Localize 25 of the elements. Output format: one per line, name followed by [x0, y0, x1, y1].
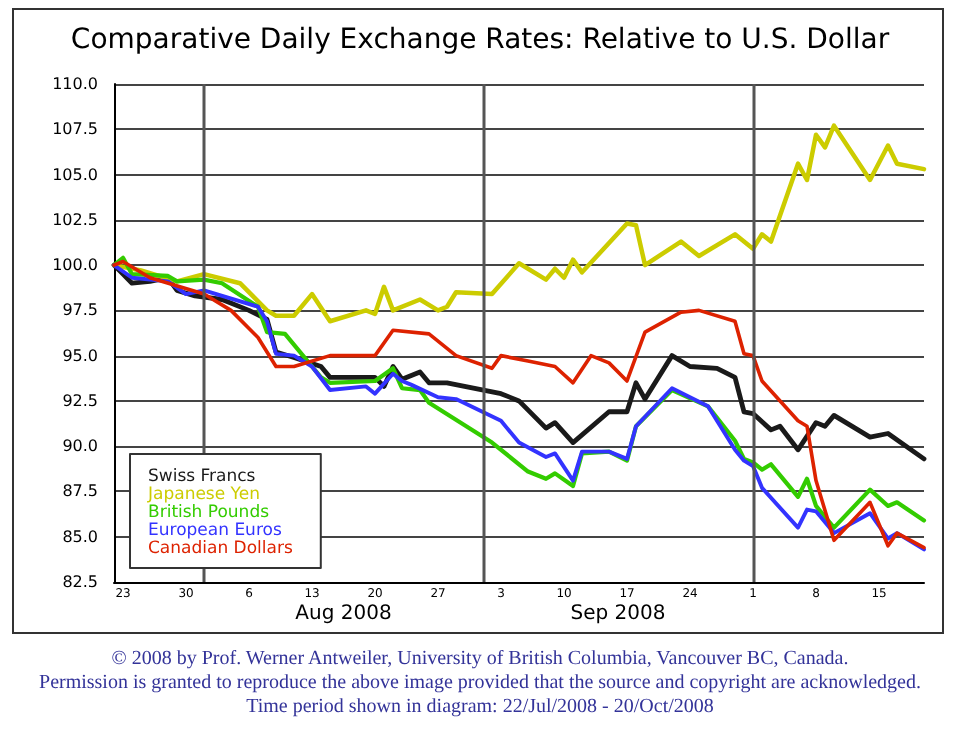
text: Aug 2008 [295, 603, 392, 625]
y-tick-label: 110.0 [52, 75, 98, 93]
y-tick-label: 82.5 [62, 573, 98, 591]
text: Swiss Francs [148, 467, 257, 487]
text: European Euros [148, 521, 283, 541]
y-tick-label: 95.0 [62, 346, 98, 365]
y-tick-label: 87.5 [62, 482, 98, 501]
y-tick-label: 102.5 [52, 210, 98, 229]
text: Permission is granted to reproduce the above image provided that the source and copyright are acknowledged. [37, 672, 923, 696]
text: Time period shown in diagram: 22/Jul/2008 - 20/Oct/2008 [244, 696, 716, 720]
text: Japanese Yen [146, 485, 260, 505]
y-tick-label: 90.0 [62, 437, 98, 456]
text: © 2008 by Prof. Werner Antweiler, University of British Columbia, Vancouver BC, Canada. [109, 648, 851, 672]
text: Sep 2008 [570, 603, 666, 625]
text: Canadian Dollars [148, 539, 294, 559]
chart-title: Comparative Daily Exchange Rates: Relative to U.S. Dollar [70, 24, 890, 56]
text: British Pounds [148, 503, 271, 523]
y-tick-label: 92.5 [62, 391, 98, 410]
line-series [111, 262, 927, 462]
line-series [111, 123, 927, 324]
y-tick-label: 97.5 [62, 301, 98, 320]
y-tick-label: 85.0 [62, 527, 98, 546]
y-tick-label: 107.5 [52, 120, 98, 139]
y-tick-label: 100.0 [52, 256, 98, 275]
y-tick-label: 105.0 [52, 165, 98, 184]
